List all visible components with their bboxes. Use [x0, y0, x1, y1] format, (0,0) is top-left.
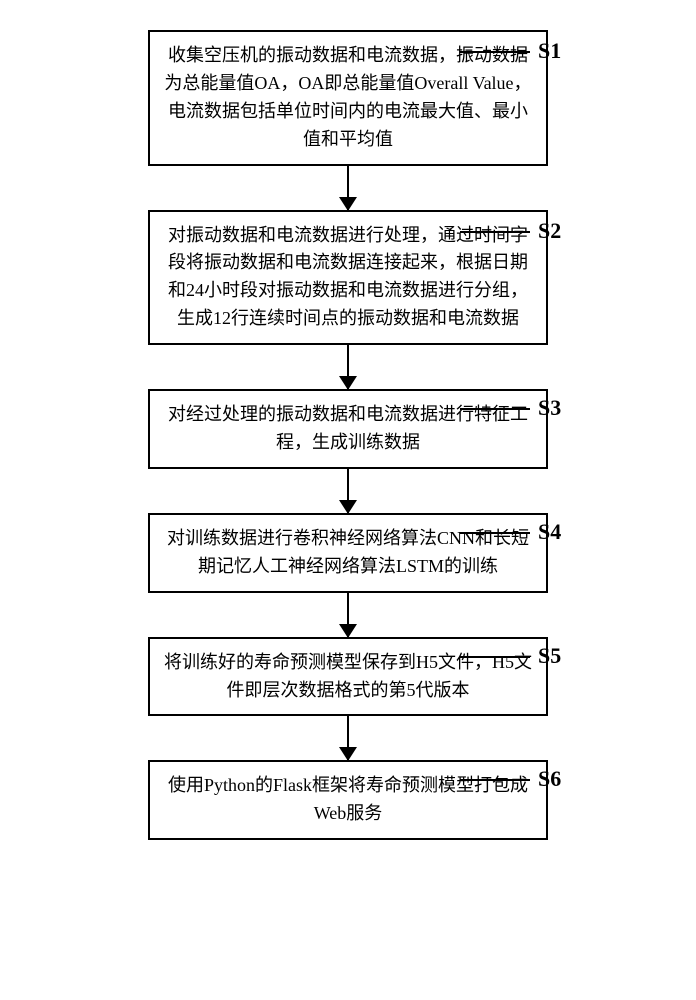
arrow-head-icon	[339, 624, 357, 638]
step-row-6: 使用Python的Flask框架将寿命预测模型打包成Web服务 S6	[68, 760, 628, 840]
step-label-1: S1	[538, 38, 561, 64]
arrow-head-icon	[339, 376, 357, 390]
step-label-4: S4	[538, 519, 561, 545]
step-row-2: 对振动数据和电流数据进行处理，通过时间字段将振动数据和电流数据连接起来，根据日期…	[68, 210, 628, 346]
step-row-3: 对经过处理的振动数据和电流数据进行特征工程，生成训练数据 S3	[68, 389, 628, 469]
step-label-3: S3	[538, 395, 561, 421]
arrow-3-4	[68, 469, 628, 513]
arrow-head-icon	[339, 747, 357, 761]
step-label-5: S5	[538, 643, 561, 669]
step-box-3: 对经过处理的振动数据和电流数据进行特征工程，生成训练数据	[148, 389, 548, 469]
step-box-6: 使用Python的Flask框架将寿命预测模型打包成Web服务	[148, 760, 548, 840]
step-row-4: 对训练数据进行卷积神经网络算法CNN和长短期记忆人工神经网络算法LSTM的训练 …	[68, 513, 628, 593]
step-row-1: 收集空压机的振动数据和电流数据，振动数据为总能量值OA，OA即总能量值Overa…	[68, 30, 628, 166]
arrow-2-3	[68, 345, 628, 389]
step-label-6: S6	[538, 766, 561, 792]
arrow-5-6	[68, 716, 628, 760]
arrow-4-5	[68, 593, 628, 637]
arrow-head-icon	[339, 500, 357, 514]
step-box-4: 对训练数据进行卷积神经网络算法CNN和长短期记忆人工神经网络算法LSTM的训练	[148, 513, 548, 593]
step-label-2: S2	[538, 218, 561, 244]
step-box-5: 将训练好的寿命预测模型保存到H5文件，H5文件即层次数据格式的第5代版本	[148, 637, 548, 717]
flowchart: 收集空压机的振动数据和电流数据，振动数据为总能量值OA，OA即总能量值Overa…	[68, 30, 628, 840]
arrow-head-icon	[339, 197, 357, 211]
step-row-5: 将训练好的寿命预测模型保存到H5文件，H5文件即层次数据格式的第5代版本 S5	[68, 637, 628, 717]
arrow-1-2	[68, 166, 628, 210]
